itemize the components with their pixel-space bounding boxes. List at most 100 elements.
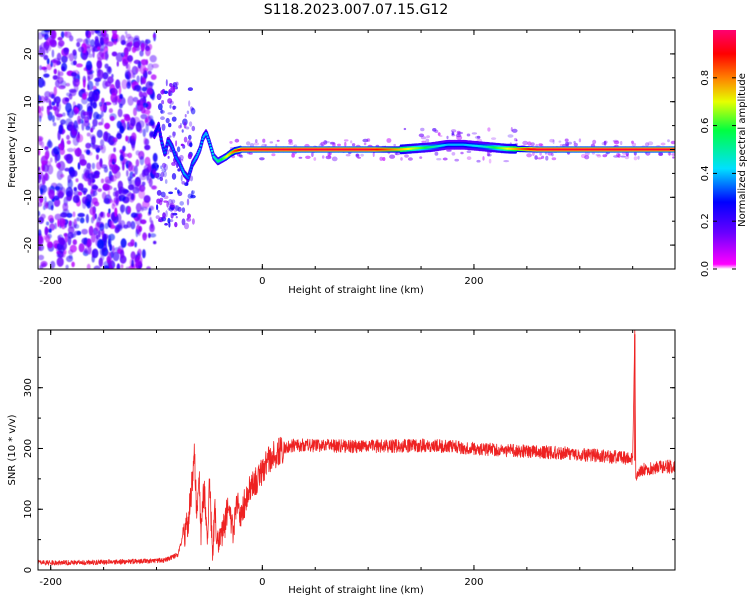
noise-speckle: [140, 42, 145, 52]
noise-speckle: [100, 139, 105, 147]
noise-speckle: [90, 30, 95, 35]
noise-speckle: [184, 114, 187, 118]
noise-speckle: [77, 115, 81, 125]
noise-speckle: [95, 114, 102, 120]
noise-speckle: [660, 142, 666, 146]
noise-speckle: [119, 93, 123, 99]
spectrogram-panel: -200 0 200 -20 -10 0 10 20 Height of straight l…: [7, 29, 676, 296]
noise-speckle: [82, 79, 86, 88]
noise-speckle: [180, 174, 183, 182]
noise-speckle: [85, 36, 91, 45]
spectrogram-x-axis-label: Height of straight line (km): [288, 285, 424, 296]
noise-speckle: [129, 198, 135, 203]
noise-speckle: [168, 89, 171, 97]
noise-speckle: [99, 247, 105, 256]
noise-speckle: [148, 177, 153, 188]
noise-speckle: [75, 63, 83, 68]
ridge-core: [187, 177, 190, 180]
noise-speckle: [146, 87, 154, 96]
noise-speckle: [591, 152, 596, 155]
noise-speckle: [106, 256, 111, 264]
noise-speckle: [117, 108, 123, 118]
noise-speckle: [159, 176, 163, 182]
noise-speckle: [76, 133, 84, 143]
ridge-core: [195, 155, 198, 158]
noise-speckle: [66, 147, 74, 153]
noise-speckle: [133, 59, 141, 65]
noise-speckle: [132, 173, 136, 178]
noise-speckle: [165, 117, 170, 124]
noise-speckle: [73, 187, 78, 192]
noise-speckle: [87, 80, 94, 91]
noise-speckle: [313, 157, 317, 161]
noise-speckle: [133, 41, 140, 51]
noise-speckle: [190, 194, 196, 199]
noise-speckle: [96, 60, 103, 69]
noise-speckle: [344, 141, 347, 147]
noise-speckle: [38, 77, 45, 88]
colorbar-tick-label: 0.8: [700, 70, 711, 86]
noise-speckle: [552, 139, 555, 145]
noise-speckle: [167, 98, 173, 104]
noise-speckle: [103, 197, 110, 204]
ridge-core: [206, 136, 209, 139]
noise-speckle: [120, 264, 124, 269]
noise-speckle: [131, 259, 134, 268]
noise-speckle: [90, 95, 96, 106]
noise-speckle: [177, 189, 180, 194]
noise-speckle: [350, 140, 353, 144]
noise-speckle: [275, 143, 278, 147]
noise-speckle: [145, 123, 149, 133]
noise-speckle: [143, 195, 151, 203]
noise-speckle: [116, 213, 122, 223]
noise-speckle: [38, 235, 44, 245]
noise-speckle: [72, 211, 76, 218]
noise-speckle: [421, 140, 427, 143]
noise-speckle: [142, 249, 146, 259]
noise-speckle: [68, 88, 77, 93]
noise-speckle: [363, 142, 367, 146]
ridge-core: [188, 171, 192, 174]
noise-speckle: [107, 251, 111, 258]
noise-speckle: [420, 127, 425, 132]
noise-speckle: [95, 234, 99, 240]
noise-speckle: [178, 125, 182, 129]
noise-speckle: [68, 249, 74, 255]
noise-speckle: [325, 155, 332, 160]
noise-speckle: [578, 138, 582, 143]
noise-speckle: [187, 153, 192, 160]
noise-speckle: [172, 212, 178, 216]
noise-speckle: [127, 152, 133, 159]
noise-speckle: [90, 188, 94, 195]
noise-speckle: [584, 155, 590, 160]
noise-speckle: [181, 158, 184, 162]
noise-speckle: [617, 153, 621, 158]
noise-speckle: [670, 140, 675, 145]
noise-speckle: [40, 187, 43, 195]
noise-speckle: [527, 141, 532, 146]
noise-speckle: [466, 133, 471, 137]
noise-speckle: [113, 187, 117, 192]
noise-speckle: [121, 188, 128, 194]
ridge-core: [201, 138, 204, 141]
ridge-core: [165, 143, 169, 146]
noise-speckle: [70, 61, 77, 66]
noise-speckle: [111, 245, 115, 256]
noise-speckle: [63, 47, 69, 55]
noise-speckle: [44, 151, 49, 160]
ridge-core: [196, 153, 199, 156]
noise-speckle: [238, 154, 243, 157]
noise-speckle: [179, 122, 182, 128]
noise-speckle: [124, 30, 128, 35]
noise-speckle: [191, 190, 195, 195]
noise-speckle: [127, 192, 134, 200]
noise-speckle: [288, 142, 291, 145]
noise-speckle: [144, 156, 151, 166]
noise-speckle: [141, 181, 146, 186]
noise-speckle: [160, 191, 166, 198]
noise-speckle: [437, 132, 441, 136]
noise-speckle: [157, 103, 163, 111]
noise-speckle: [189, 121, 193, 127]
noise-speckle: [108, 108, 113, 114]
noise-speckle: [132, 186, 140, 194]
